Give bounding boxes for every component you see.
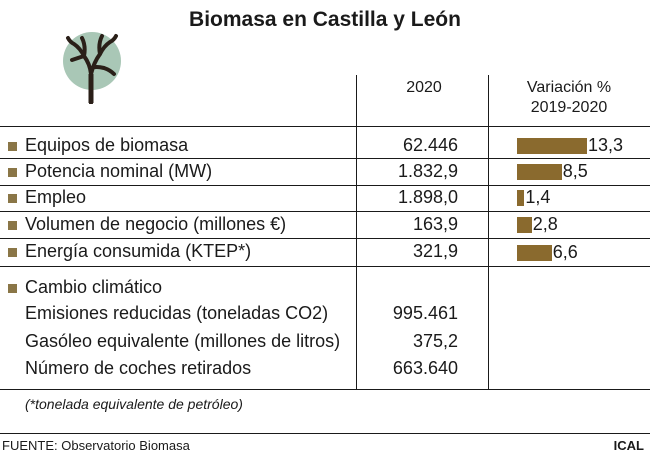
- variation-bar: [517, 138, 587, 154]
- row-value: 62.446: [402, 135, 458, 155]
- row-bullet: [8, 284, 17, 293]
- row-rule: [0, 158, 650, 159]
- row-label: Equipos de biomasa: [25, 135, 189, 155]
- climate-item-label: Gasóleo equivalente (millones de litros): [25, 331, 341, 351]
- row-bullet: [8, 168, 17, 177]
- row-bullet: [8, 248, 17, 257]
- brand-logo: ICAL: [613, 438, 644, 453]
- variation-bar-label: 2,8: [532, 214, 558, 234]
- variation-bar-label: 13,3: [588, 135, 624, 155]
- climate-item-label: Número de coches retirados: [25, 358, 252, 378]
- row-value: 1.832,9: [397, 161, 458, 181]
- row-value: 163,9: [412, 214, 458, 234]
- row-rule: [0, 266, 650, 267]
- source-note: FUENTE: Observatorio Biomasa: [2, 438, 190, 453]
- climate-label: Cambio climático: [25, 277, 163, 297]
- row-rule: [0, 211, 650, 212]
- row-bullet: [8, 194, 17, 203]
- variation-bar-label: 8,5: [562, 161, 588, 181]
- variation-header: Variación %: [526, 79, 612, 96]
- footnote: (*tonelada equivalente de petróleo): [25, 396, 243, 412]
- header-rule: [0, 126, 650, 127]
- variation-bar-label: 1,4: [525, 187, 551, 207]
- table-bottom-rule: [0, 389, 650, 390]
- row-label: Potencia nominal (MW): [25, 161, 213, 181]
- row-rule: [0, 238, 650, 239]
- variation-bar: [517, 164, 562, 180]
- row-bullet: [8, 142, 17, 151]
- column-divider: [488, 75, 489, 389]
- climate-item-label: Emisiones reducidas (toneladas CO2): [25, 303, 329, 323]
- column-divider: [356, 75, 357, 389]
- year-header: 2020: [406, 79, 442, 96]
- variation-period-header: 2019-2020: [530, 99, 608, 116]
- row-label: Energía consumida (KTEP*): [25, 241, 252, 261]
- row-rule: [0, 185, 650, 186]
- variation-bar: [517, 245, 552, 261]
- row-value: 321,9: [412, 241, 458, 261]
- footer-rule: [0, 433, 650, 434]
- row-label: Volumen de negocio (millones €): [25, 214, 287, 234]
- climate-item-value: 375,2: [412, 331, 458, 351]
- tree-icon: [63, 32, 121, 104]
- variation-bar: [517, 190, 525, 206]
- row-bullet: [8, 221, 17, 230]
- variation-bar: [517, 217, 532, 233]
- page-title: Biomasa en Castilla y León: [189, 8, 461, 31]
- variation-bar-label: 6,6: [552, 242, 578, 262]
- climate-item-value: 995.461: [392, 303, 458, 323]
- climate-item-value: 663.640: [392, 358, 458, 378]
- row-label: Empleo: [25, 187, 87, 207]
- row-value: 1.898,0: [397, 187, 458, 207]
